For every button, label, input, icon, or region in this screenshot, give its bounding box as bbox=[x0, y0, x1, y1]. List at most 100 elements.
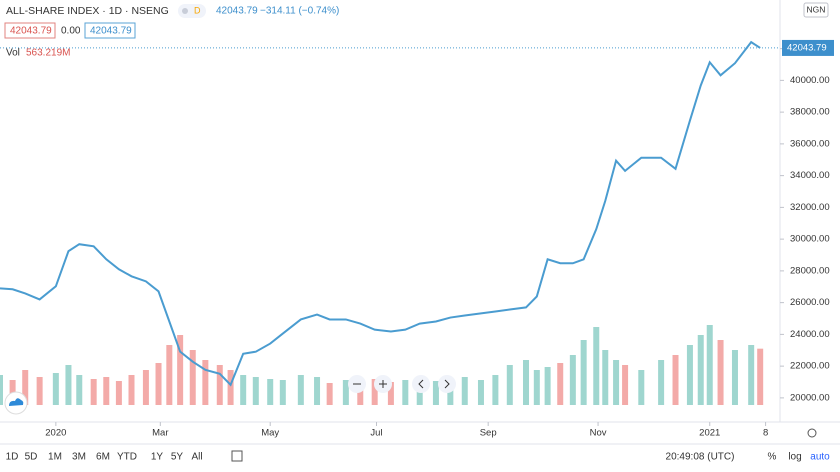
y-tick-label: 22000.00 bbox=[790, 361, 830, 372]
y-tick-label: 34000.00 bbox=[790, 170, 830, 181]
volume-bar bbox=[371, 379, 378, 405]
zoom-controls bbox=[348, 375, 456, 393]
currency-box bbox=[803, 2, 829, 18]
close-value: 42043.79 bbox=[90, 26, 132, 37]
y-tick-label: 26000.00 bbox=[790, 297, 830, 308]
volume-bar bbox=[216, 365, 223, 405]
range-button[interactable]: 5D bbox=[25, 452, 38, 463]
open-value: 42043.79 bbox=[10, 26, 52, 37]
y-tick-label: 32000.00 bbox=[790, 202, 830, 213]
volume-bar bbox=[706, 325, 713, 405]
volume-bar bbox=[227, 370, 234, 405]
close-box bbox=[84, 22, 136, 39]
volume-bar bbox=[569, 355, 576, 405]
volume-bar bbox=[267, 379, 274, 405]
volume-bar bbox=[0, 375, 3, 405]
volume-bar bbox=[202, 360, 209, 405]
x-tick-label: Mar bbox=[152, 428, 168, 439]
log-toggle[interactable]: log bbox=[788, 452, 801, 463]
volume-bar bbox=[155, 363, 162, 405]
range-button[interactable]: YTD bbox=[117, 452, 137, 463]
volume-bar bbox=[297, 375, 304, 405]
range-button[interactable]: 1M bbox=[48, 452, 62, 463]
percent-toggle[interactable]: % bbox=[768, 452, 777, 463]
volume-bar bbox=[717, 340, 724, 405]
range-button[interactable]: All bbox=[191, 452, 202, 463]
icon bbox=[444, 379, 450, 389]
range-button[interactable]: 1Y bbox=[151, 452, 164, 463]
logo-icon bbox=[9, 398, 24, 406]
volume-bar bbox=[602, 350, 609, 405]
volume-bar bbox=[357, 381, 364, 405]
volume-bar bbox=[492, 375, 499, 405]
volume-bar bbox=[402, 380, 409, 405]
volume-bar bbox=[748, 345, 755, 405]
volume-bar bbox=[314, 377, 321, 405]
plot bbox=[0, 40, 780, 405]
y-tick-label: 36000.00 bbox=[790, 138, 830, 149]
volume-bar bbox=[533, 370, 540, 405]
y-tick-label: 24000.00 bbox=[790, 329, 830, 340]
volume-bar bbox=[22, 370, 29, 405]
icon bbox=[379, 380, 387, 388]
volume-bar bbox=[52, 373, 59, 405]
currency: NGN bbox=[807, 4, 826, 14]
open-box bbox=[4, 22, 56, 39]
x-tick-label: Nov bbox=[590, 428, 607, 439]
x-tick-label: Jul bbox=[370, 428, 382, 439]
volume-bar bbox=[672, 355, 679, 405]
range-button[interactable]: 3M bbox=[72, 452, 86, 463]
volume-bar bbox=[240, 375, 247, 405]
volume-bar bbox=[279, 380, 286, 405]
volume-bar bbox=[177, 335, 184, 405]
header-change: −314.11 (−0.74%) bbox=[260, 6, 339, 17]
volume-bar bbox=[731, 350, 738, 405]
scroll-left[interactable] bbox=[412, 375, 430, 393]
volume-bar bbox=[416, 383, 423, 405]
volume-bar bbox=[342, 380, 349, 405]
y-tick-label: 20000.00 bbox=[790, 392, 830, 403]
volume-bar bbox=[506, 365, 513, 405]
volume-bar bbox=[658, 360, 665, 405]
volume-bar bbox=[76, 375, 83, 405]
x-tick-label: May bbox=[261, 428, 279, 439]
scroll-right[interactable] bbox=[438, 375, 456, 393]
range-button[interactable]: 1D bbox=[6, 452, 19, 463]
y-tick-label: 38000.00 bbox=[790, 107, 830, 118]
volume-bar bbox=[326, 383, 333, 405]
volume-bar bbox=[697, 335, 704, 405]
range-buttons: 1D 5D 1M 3M 6M YTD 1Y 5Y All bbox=[6, 452, 203, 463]
volume-bar bbox=[103, 377, 110, 405]
x-tick-label: Sep bbox=[480, 428, 497, 439]
settings-icon[interactable] bbox=[807, 428, 817, 438]
volume-bar bbox=[166, 345, 173, 405]
range-button[interactable]: 5Y bbox=[171, 452, 184, 463]
volume-bar bbox=[189, 350, 196, 405]
volume-bar bbox=[523, 360, 530, 405]
volume-bar bbox=[477, 380, 484, 405]
x-tick-label: 8 bbox=[763, 428, 768, 439]
volume-bar bbox=[622, 365, 629, 405]
vol-value: 563.219M bbox=[26, 48, 70, 59]
date-range-icon[interactable] bbox=[231, 450, 243, 462]
clock: 20:49:08 (UTC) bbox=[666, 452, 735, 463]
range-button[interactable]: 6M bbox=[96, 452, 110, 463]
auto-toggle[interactable]: auto bbox=[810, 452, 830, 463]
x-tick-label: 2020 bbox=[45, 428, 66, 439]
volume-bar bbox=[90, 379, 97, 405]
volume-bar bbox=[432, 381, 439, 405]
badge-bg bbox=[178, 4, 206, 18]
volume-bar bbox=[36, 377, 43, 405]
volume-bar bbox=[593, 327, 600, 405]
volume-bar bbox=[115, 381, 122, 405]
vol-label: Vol bbox=[6, 48, 20, 59]
mid-value: 0.00 bbox=[61, 26, 81, 37]
y-tick-label: 28000.00 bbox=[790, 265, 830, 276]
volume-bar bbox=[557, 363, 564, 405]
volume-bar bbox=[142, 370, 149, 405]
volume-bar bbox=[613, 360, 620, 405]
last-price-label: 42043.79 bbox=[787, 42, 827, 53]
volume-bar bbox=[461, 377, 468, 405]
y-tick-label: 30000.00 bbox=[790, 234, 830, 245]
